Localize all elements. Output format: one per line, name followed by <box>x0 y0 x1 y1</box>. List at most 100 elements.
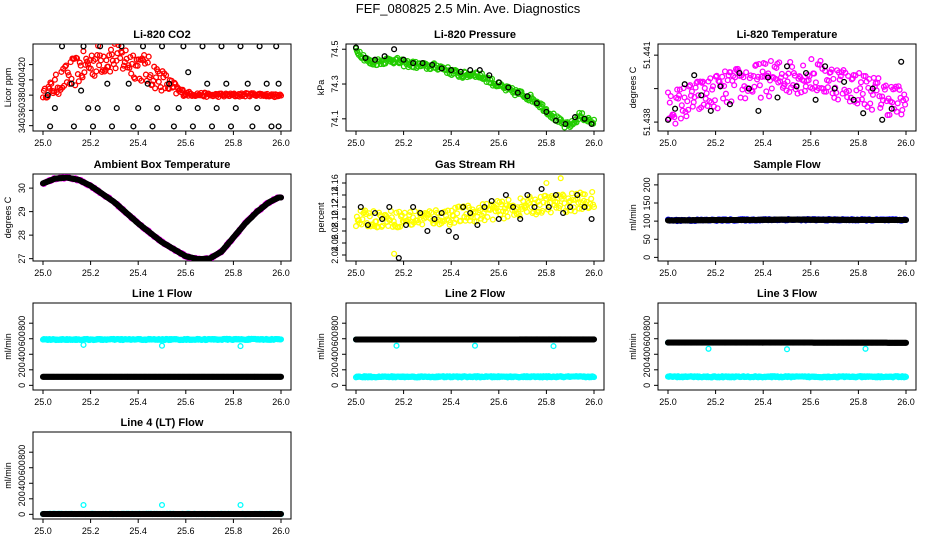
data-point <box>357 203 364 211</box>
data-point <box>550 343 557 350</box>
y-tick-label: 100 <box>642 214 652 229</box>
data-point <box>875 75 882 82</box>
data-point <box>841 78 848 85</box>
data-point <box>811 70 818 77</box>
series-li-820-co2-raw <box>44 44 282 130</box>
data-point <box>817 57 824 64</box>
data-point <box>452 204 459 211</box>
data-point <box>502 191 509 199</box>
series-line-2-flow-raw <box>352 336 598 343</box>
data-point <box>862 73 869 80</box>
data-point <box>567 203 574 211</box>
data-point <box>48 80 55 87</box>
data-point <box>208 123 216 130</box>
y-tick-label: 74.5 <box>330 40 340 58</box>
plot-frame <box>657 43 917 132</box>
data-point <box>545 203 552 211</box>
data-point <box>128 70 135 77</box>
data-point <box>75 78 82 85</box>
x-tick-label: 25.4 <box>129 268 147 278</box>
x-axis: 25.0 25.2 25.4 25.6 25.8 26.0 <box>34 390 290 407</box>
x-tick-label: 25.6 <box>177 526 195 536</box>
data-point <box>179 86 186 93</box>
x-tick-label: 25.0 <box>34 268 52 278</box>
data-point <box>894 100 901 107</box>
data-point <box>895 83 902 90</box>
x-axis: 25.0 25.2 25.4 25.6 25.8 26.0 <box>34 519 290 536</box>
y-tick-label: 380 <box>17 88 27 103</box>
data-point <box>709 86 716 93</box>
data-point <box>802 69 810 77</box>
data-point <box>104 80 111 87</box>
data-point <box>688 88 695 95</box>
x-tick-label: 25.2 <box>707 138 725 148</box>
data-point <box>155 78 162 85</box>
data-point <box>126 64 133 71</box>
data-point <box>581 203 588 211</box>
plot-frame <box>345 173 605 262</box>
data-point <box>774 94 781 101</box>
data-point <box>742 95 749 102</box>
data-point <box>902 373 910 380</box>
data-point <box>664 116 672 123</box>
y-axis-label: percent <box>316 202 326 233</box>
data-point <box>373 218 380 225</box>
series-gas-stream-rh-raw <box>357 185 595 261</box>
data-point <box>505 84 512 91</box>
data-point <box>902 339 910 346</box>
data-point <box>514 89 521 96</box>
data-point <box>431 215 438 223</box>
y-tick-label: 200 <box>17 491 27 506</box>
data-point <box>379 222 386 229</box>
x-tick-label: 25.0 <box>347 138 365 148</box>
data-point <box>588 215 595 223</box>
data-point <box>560 192 567 200</box>
x-tick-label: 25.2 <box>82 526 100 536</box>
data-point <box>471 342 479 349</box>
data-point <box>698 92 705 99</box>
figure-title: FEF_080825 2.5 Min. Ave. Diagnostics <box>355 1 581 16</box>
y-tick-label: 400 <box>642 347 652 362</box>
y-tick-label: 30 <box>17 183 27 193</box>
data-point <box>213 105 220 112</box>
y-tick-label: 2.06 <box>330 234 340 252</box>
data-point <box>144 59 151 66</box>
x-tick-label: 26.0 <box>897 397 915 407</box>
plot-frame <box>32 302 292 391</box>
data-point <box>391 46 398 53</box>
data-point <box>552 191 559 199</box>
data-point <box>88 52 95 59</box>
data-point <box>180 44 187 50</box>
panel-title: Line 4 (LT) Flow <box>121 417 204 429</box>
data-point <box>52 71 59 78</box>
data-point <box>277 510 285 518</box>
series-ambient-box-temperature-raw <box>39 174 285 261</box>
data-point <box>736 69 743 77</box>
y-tick-label: 600 <box>642 331 652 346</box>
data-point <box>683 113 690 120</box>
y-tick-label: 2.16 <box>330 174 340 192</box>
data-point <box>486 72 493 79</box>
panel-title: Li-820 CO2 <box>133 29 190 41</box>
data-point <box>97 44 104 50</box>
y-tick-label: 200 <box>642 362 652 377</box>
data-point <box>355 216 362 224</box>
data-point <box>371 209 379 217</box>
x-tick-label: 25.8 <box>538 268 556 278</box>
data-point <box>107 46 115 53</box>
x-tick-label: 25.2 <box>707 397 725 407</box>
data-point <box>777 78 784 85</box>
series-line-2-flow-fill <box>352 336 598 381</box>
data-point <box>244 80 251 87</box>
data-point <box>70 123 77 130</box>
data-point <box>273 44 280 50</box>
data-point <box>428 209 435 216</box>
x-axis: 25.0 25.2 25.4 25.6 25.8 26.0 <box>347 390 603 407</box>
data-point <box>204 80 211 87</box>
data-layer <box>39 335 285 380</box>
data-point <box>424 227 431 235</box>
data-point <box>547 209 554 216</box>
data-point <box>860 110 867 117</box>
